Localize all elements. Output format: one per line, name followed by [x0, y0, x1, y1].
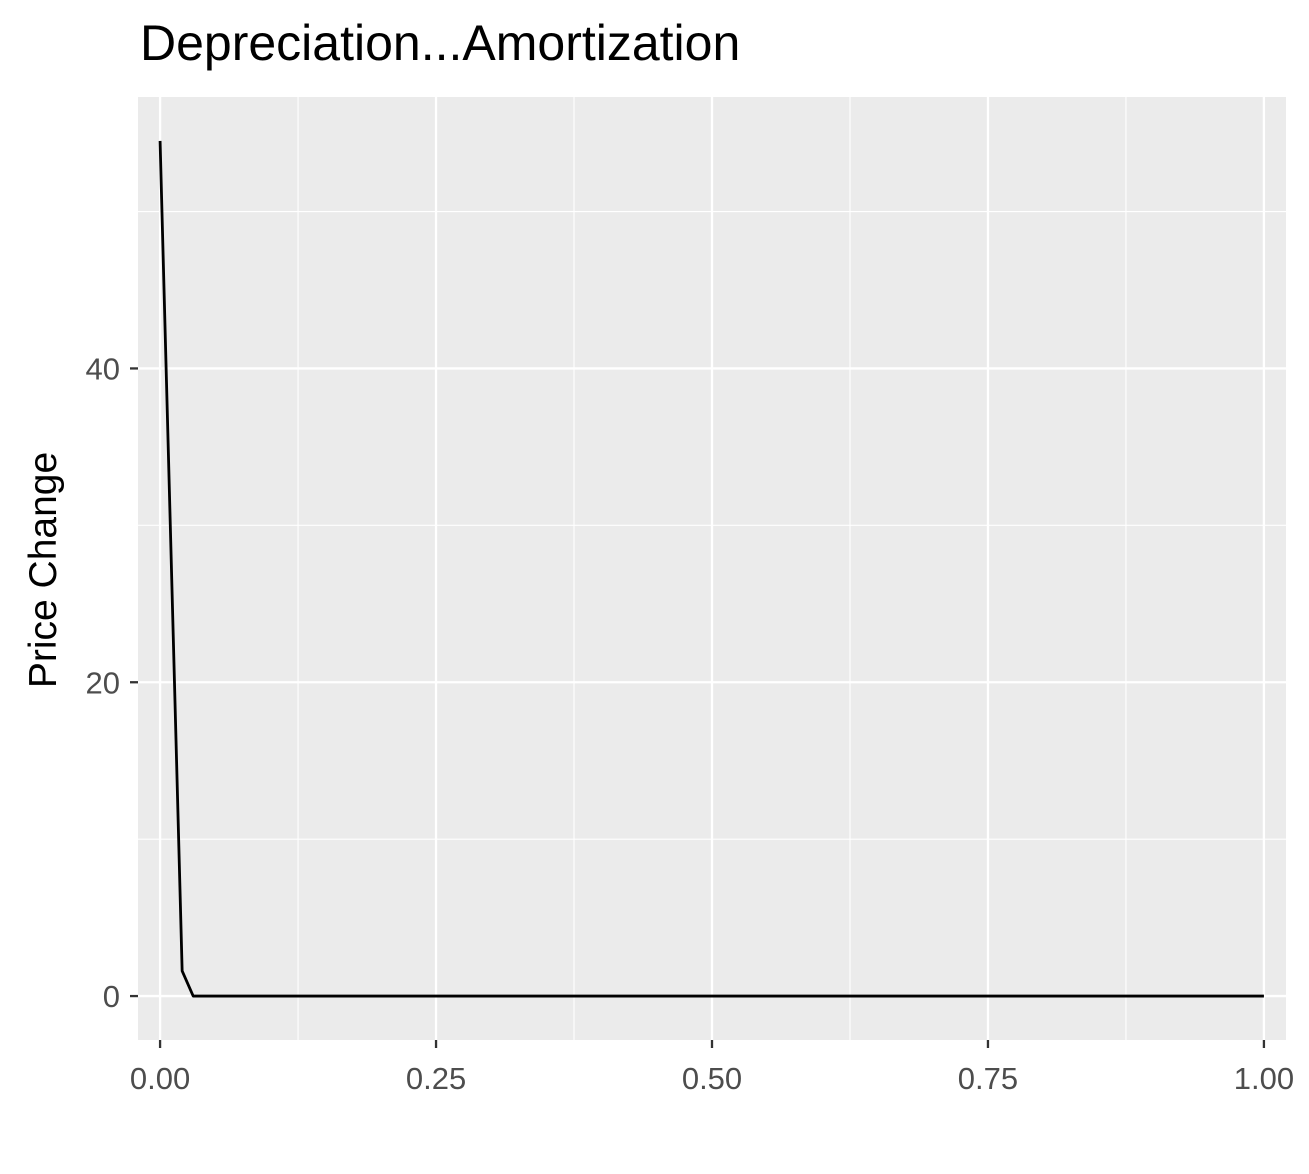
- y-tick-label: 0: [103, 979, 120, 1014]
- chart-title: Depreciation...Amortization: [140, 15, 741, 71]
- y-axis: 0 20 40: [86, 351, 138, 1014]
- x-tick-label: 0.75: [958, 1061, 1018, 1096]
- x-tick-label: 0.25: [406, 1061, 466, 1096]
- y-tick-label: 20: [86, 665, 120, 700]
- series-line-1: [158, 140, 1264, 998]
- y-tick-label: 40: [86, 351, 120, 386]
- x-tick-label: 0.00: [130, 1061, 190, 1096]
- series-layer: [158, 140, 1264, 998]
- x-tick-label: 0.50: [682, 1061, 742, 1096]
- x-axis: 0.00 0.25 0.50 0.75 1.00: [130, 1040, 1294, 1096]
- x-tick-label: 1.00: [1234, 1061, 1294, 1096]
